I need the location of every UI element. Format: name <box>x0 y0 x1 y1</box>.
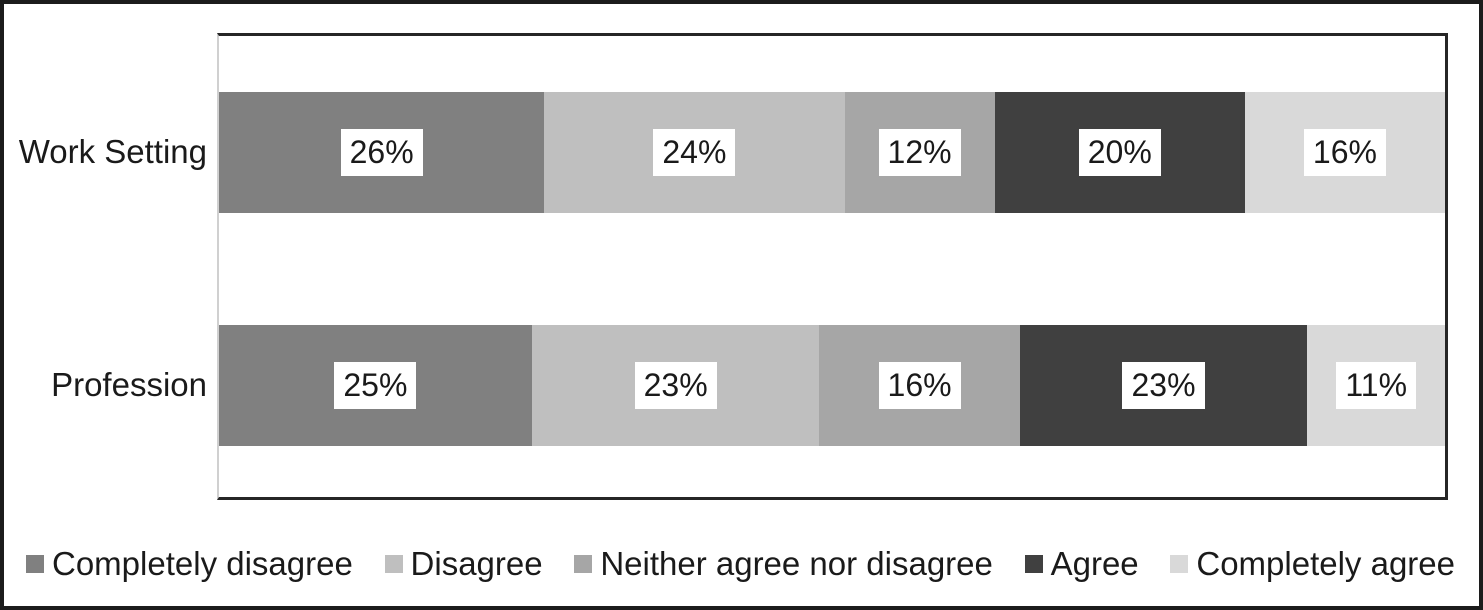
legend-label: Agree <box>1050 545 1139 582</box>
plot-area: 26% 24% 12% 20% 16% 25% 23% 16% 23% 11% <box>217 33 1448 500</box>
bar-segment-profession-agree: 23% <box>1019 325 1308 446</box>
legend-item-agree: Agree <box>1024 545 1139 583</box>
legend-swatch-icon <box>1024 555 1043 573</box>
legend-label: Disagree <box>410 545 543 582</box>
value-label: 23% <box>1122 362 1205 409</box>
bar-segment-profession-completely-disagree: 25% <box>219 325 532 446</box>
bar-segment-work-setting-disagree: 24% <box>544 92 845 213</box>
legend-label: Completely disagree <box>52 545 353 582</box>
value-label: 23% <box>634 362 717 409</box>
bar-row-profession: 25% 23% 16% 23% 11% <box>219 325 1445 446</box>
bar-segment-work-setting-agree: 20% <box>994 92 1245 213</box>
bar-segment-profession-disagree: 23% <box>531 325 820 446</box>
bar-segment-work-setting-completely-agree: 16% <box>1244 92 1445 213</box>
legend-swatch-icon <box>26 555 44 573</box>
category-label-profession: Profession <box>51 366 207 403</box>
legend-label: Completely agree <box>1196 545 1455 582</box>
bar-segment-profession-completely-agree: 11% <box>1307 325 1445 446</box>
bar-segment-work-setting-completely-disagree: 26% <box>219 92 545 213</box>
value-label: 20% <box>1078 129 1161 176</box>
legend-item-completely-agree: Completely agree <box>1170 545 1455 583</box>
bar-segment-work-setting-neither-agree-nor-disagree: 12% <box>844 92 995 213</box>
legend-item-neither-agree-nor-disagree: Neither agree nor disagree <box>574 545 993 583</box>
legend-item-disagree: Disagree <box>384 545 543 583</box>
bar-segment-profession-neither-agree-nor-disagree: 16% <box>819 325 1020 446</box>
value-label: 12% <box>878 129 961 176</box>
legend-item-completely-disagree: Completely disagree <box>26 545 353 583</box>
legend-swatch-icon <box>574 555 593 573</box>
value-label: 26% <box>340 129 423 176</box>
legend-swatch-icon <box>1170 555 1189 573</box>
value-label: 16% <box>878 362 961 409</box>
value-label: 24% <box>653 129 736 176</box>
value-label: 25% <box>334 362 417 409</box>
value-label: 11% <box>1336 362 1417 409</box>
legend: Completely disagree Disagree Neither agree… <box>4 540 1479 588</box>
category-label-work-setting: Work Setting <box>18 133 207 170</box>
legend-swatch-icon <box>384 555 403 573</box>
value-label: 16% <box>1303 129 1386 176</box>
legend-label: Neither agree nor disagree <box>600 545 993 582</box>
bar-row-work-setting: 26% 24% 12% 20% 16% <box>219 92 1445 213</box>
